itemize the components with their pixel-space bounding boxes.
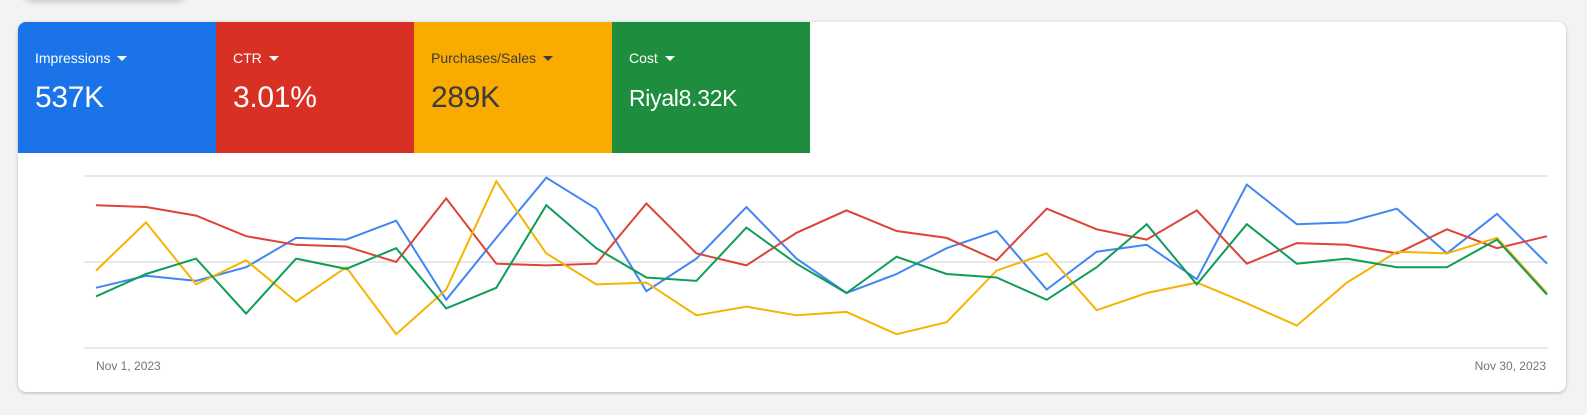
x-axis-start-label: Nov 1, 2023 xyxy=(96,359,161,373)
metric-label[interactable]: Purchases/Sales xyxy=(431,50,612,66)
line-chart-plot[interactable] xyxy=(18,153,1566,392)
series-line-impressions[interactable] xyxy=(95,176,1548,302)
metric-label-text: CTR xyxy=(233,50,262,66)
metric-label-text: Cost xyxy=(629,50,658,66)
metric-tile-impressions[interactable]: Impressions 537K xyxy=(18,22,216,153)
metric-label-text: Impressions xyxy=(35,50,111,66)
metric-label[interactable]: Cost xyxy=(629,50,810,66)
metric-label[interactable]: Impressions xyxy=(35,50,216,66)
metric-tiles: Impressions 537K CTR 3.01% Purchases/Sal… xyxy=(18,22,810,153)
performance-card: Impressions 537K CTR 3.01% Purchases/Sal… xyxy=(18,22,1566,392)
metric-tile-purchases-sales[interactable]: Purchases/Sales 289K xyxy=(414,22,612,153)
metric-tile-cost[interactable]: Cost Riyal8.32K xyxy=(612,22,810,153)
metric-tile-ctr[interactable]: CTR 3.01% xyxy=(216,22,414,153)
dropdown-caret-icon[interactable] xyxy=(664,55,675,61)
metric-value: 289K xyxy=(431,81,500,114)
series-line-cost[interactable] xyxy=(95,203,1548,316)
series-line-purchases-sales[interactable] xyxy=(95,179,1548,336)
metric-label-text: Purchases/Sales xyxy=(431,50,537,66)
dropdown-caret-icon[interactable] xyxy=(268,55,279,61)
series-line-ctr[interactable] xyxy=(95,196,1548,267)
dropdown-caret-icon[interactable] xyxy=(117,55,128,61)
line-chart[interactable]: Nov 1, 2023 Nov 30, 2023 xyxy=(18,153,1566,392)
metric-value: 537K xyxy=(35,81,104,114)
metric-value: Riyal8.32K xyxy=(629,85,738,111)
dropdown-caret-icon[interactable] xyxy=(543,55,554,61)
x-axis-end-label: Nov 30, 2023 xyxy=(1474,359,1546,373)
metric-value: 3.01% xyxy=(233,81,317,114)
metric-label[interactable]: CTR xyxy=(233,50,414,66)
